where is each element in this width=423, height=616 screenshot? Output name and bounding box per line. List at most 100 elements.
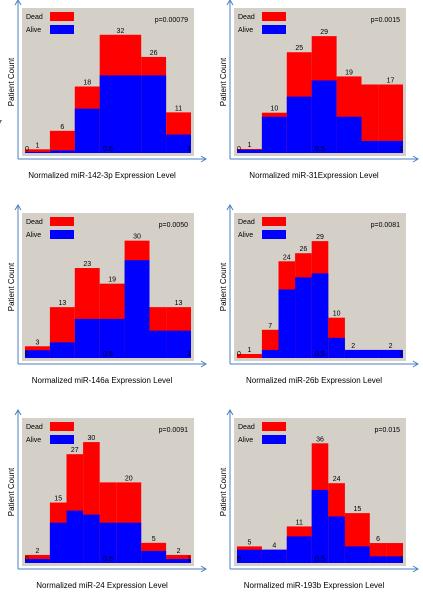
chart-2: 1 10 25 29 19 17 0 0.5 1 Dead Alive p=0.0015 Patient… bbox=[219, 0, 419, 180]
bar-dead bbox=[361, 84, 379, 153]
y-axis-arrow bbox=[226, 409, 234, 416]
y-axis-label: Patient Count bbox=[219, 262, 228, 311]
bar-alive bbox=[99, 318, 125, 358]
bar-count-label: 15 bbox=[353, 506, 361, 513]
x-tick-label: 0.5 bbox=[103, 351, 113, 358]
legend-alive-swatch bbox=[50, 25, 74, 34]
x-axis-label: Normalized miR-193b Expression Level bbox=[244, 581, 385, 590]
bar-count-label: 19 bbox=[345, 69, 353, 76]
bar-alive bbox=[74, 108, 100, 153]
x-tick-label: 0 bbox=[237, 146, 241, 153]
p-value: p=0.0015 bbox=[371, 17, 400, 24]
legend-dead-label: Dead bbox=[26, 424, 43, 431]
bar-count-label: 13 bbox=[175, 300, 183, 307]
p-value: p=0.0081 bbox=[371, 222, 400, 229]
x-tick-label: 0 bbox=[25, 556, 29, 563]
legend-alive-swatch bbox=[50, 230, 74, 239]
bar-count-label: 7 bbox=[268, 323, 272, 330]
p-value: p=0.015 bbox=[375, 427, 401, 434]
bar-alive bbox=[378, 349, 403, 358]
bar-count-label: 26 bbox=[300, 246, 308, 253]
bar-count-label: 6 bbox=[60, 124, 64, 131]
bar-count-label: 26 bbox=[150, 50, 158, 57]
bar-alive bbox=[99, 522, 117, 563]
bar-alive bbox=[149, 330, 167, 358]
bar-dead bbox=[237, 353, 262, 358]
bar-alive bbox=[311, 273, 329, 358]
y-axis-label: Patient Count bbox=[7, 57, 16, 106]
x-tick-label: 0 bbox=[25, 146, 29, 153]
bar-alive bbox=[278, 289, 296, 358]
legend-alive-swatch bbox=[50, 435, 74, 444]
chart-4: 1 7 24 26 29 10 2 2 0 0.5 1 Dead Alive p=0.0081 Patien… bbox=[219, 204, 419, 385]
x-axis-arrow bbox=[200, 155, 207, 163]
legend-alive-swatch bbox=[262, 230, 286, 239]
bar-alive bbox=[99, 75, 142, 153]
bar-count-label: 29 bbox=[320, 29, 328, 36]
bar-alive bbox=[286, 536, 312, 563]
bar-alive bbox=[25, 350, 50, 358]
bar-alive bbox=[166, 558, 191, 563]
legend-alive-label: Alive bbox=[238, 232, 253, 239]
x-tick-label: 1 bbox=[187, 146, 191, 153]
legend-dead-label: Dead bbox=[238, 219, 255, 226]
bar-alive bbox=[66, 510, 84, 563]
p-value: p=0.00079 bbox=[155, 17, 188, 24]
legend-dead-swatch bbox=[50, 217, 74, 226]
bar-alive bbox=[83, 514, 100, 563]
bar-count-label: 6 bbox=[376, 536, 380, 543]
bar-count-label: 23 bbox=[83, 261, 91, 268]
y-axis-arrow bbox=[14, 409, 22, 416]
bar-count-label: 24 bbox=[333, 476, 341, 483]
bar-count-label: 18 bbox=[83, 80, 91, 87]
x-axis-arrow bbox=[412, 360, 419, 368]
x-tick-label: 0 bbox=[237, 351, 241, 358]
legend-dead-label: Dead bbox=[238, 14, 255, 21]
bar-count-label: 5 bbox=[247, 539, 251, 546]
bar-alive bbox=[237, 549, 262, 563]
bar-alive bbox=[328, 516, 345, 563]
bar-alive bbox=[124, 260, 150, 358]
chart-3: 3 13 23 19 30 13 0 0.5 1 Dead Alive p=0.0050 Patient… bbox=[7, 204, 207, 385]
bar-alive bbox=[378, 140, 403, 153]
x-tick-label: 0.5 bbox=[103, 556, 113, 563]
bar-alive bbox=[25, 558, 50, 563]
bar-alive bbox=[311, 489, 329, 563]
bar-count-label: 2 bbox=[389, 343, 393, 350]
bar-count-label: 2 bbox=[177, 548, 181, 555]
bar-count-label: 29 bbox=[316, 234, 324, 241]
y-axis-arrow bbox=[226, 0, 234, 6]
bar-count-label: 20 bbox=[125, 475, 133, 482]
chart-6: 5 4 11 36 24 15 6 0 0.5 1 Dead Alive p=0.015 Patient … bbox=[219, 409, 419, 590]
bar-count-label: 11 bbox=[175, 105, 182, 112]
legend-dead-label: Dead bbox=[26, 14, 43, 21]
bar-alive bbox=[311, 80, 337, 153]
legend-dead-swatch bbox=[50, 422, 74, 431]
x-axis-arrow bbox=[412, 155, 419, 163]
legend-dead-label: Dead bbox=[26, 219, 43, 226]
bar-count-label: 24 bbox=[283, 254, 291, 261]
bar-count-label: 25 bbox=[295, 45, 303, 52]
bar-alive bbox=[49, 150, 75, 153]
y-axis-label: Patient Count bbox=[219, 467, 228, 516]
bar-alive bbox=[237, 149, 262, 153]
legend-dead-swatch bbox=[262, 217, 286, 226]
legend-dead-swatch bbox=[262, 12, 286, 21]
x-axis-label: Normalized miR-31Expression Level bbox=[249, 171, 379, 180]
bar-alive bbox=[141, 75, 167, 153]
y-axis-arrow bbox=[14, 204, 22, 211]
legend-dead-label: Dead bbox=[238, 424, 255, 431]
bar-count-label: 1 bbox=[247, 142, 251, 149]
bar-count-label: 1 bbox=[247, 347, 251, 354]
x-axis-arrow bbox=[412, 565, 419, 573]
y-axis-arrow bbox=[14, 0, 22, 6]
x-tick-label: 1 bbox=[187, 556, 191, 563]
bar-dead bbox=[49, 130, 75, 153]
bar-count-label: 13 bbox=[58, 300, 66, 307]
y-axis-label: Patient Count bbox=[7, 467, 16, 516]
x-axis-label: Normalized miR-146a Expression Level bbox=[32, 376, 173, 385]
x-axis-label: Normalized miR-26b Expression Level bbox=[246, 376, 382, 385]
